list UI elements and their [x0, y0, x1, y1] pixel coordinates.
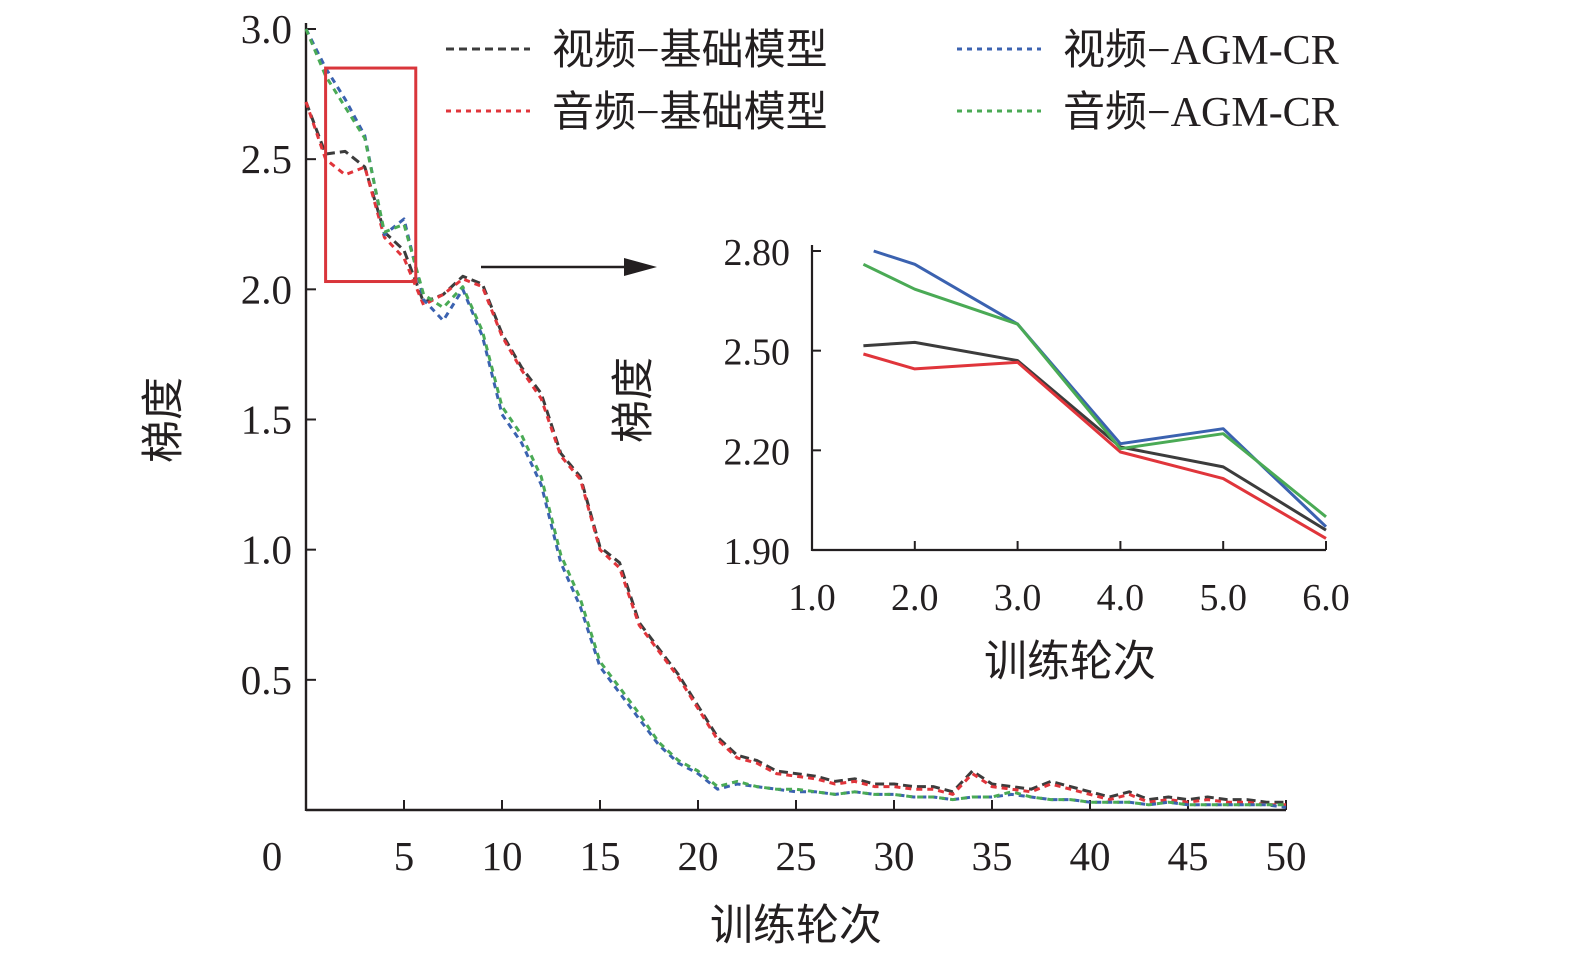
inset-y-tick-label: 2.20 [724, 431, 791, 473]
main-x-tick-label: 10 [482, 833, 523, 879]
main-y-tick-label: 3.0 [241, 6, 292, 52]
main-series-1-line [304, 101, 1286, 807]
main-y-tick-label: 1.5 [241, 397, 292, 443]
main-x-tick-label: 0 [262, 833, 283, 879]
zoom-region-box [324, 66, 418, 284]
main-plot: 0 5 10 15 20 25 30 35 40 45 50 0.5 1.0 1.5 2.0 2.5 3.0 训练… [141, 6, 1307, 950]
legend-label-0: 视频−基础模型 [552, 28, 828, 74]
main-x-axis-label: 训练轮次 [710, 902, 882, 950]
inset-x-tick-label: 1.0 [788, 577, 836, 619]
legend-label-3: 音频−AGM-CR [1063, 89, 1339, 136]
inset-series-3-line [862, 262, 1327, 518]
main-y-axis-label: 梯度 [141, 377, 188, 463]
main-x-tick-label: 5 [394, 833, 415, 879]
inset-y-axis-label: 梯度 [611, 357, 658, 443]
legend: 视频−基础模型 视频−AGM-CR 音频−基础模型 音频−AGM-CR [446, 28, 1339, 136]
zoom-annotation [324, 66, 657, 284]
main-x-tick-label: 30 [874, 833, 915, 879]
main-x-tick-label: 40 [1070, 833, 1111, 879]
inset-x-axis-label: 训练轮次 [984, 638, 1156, 686]
inset-x-tick-label: 3.0 [994, 577, 1042, 619]
inset-y-tick-label: 2.80 [724, 232, 791, 274]
main-y-tick-label: 0.5 [241, 657, 292, 703]
inset-plot: 1.0 2.0 3.0 4.0 5.0 6.0 1.90 2.20 2.50 2.80 训练轮次 梯度 [611, 232, 1350, 686]
main-x-tick-label: 25 [776, 833, 817, 879]
main-series-2-line [304, 28, 1287, 809]
main-x-tick-label: 35 [972, 833, 1013, 879]
legend-label-1: 视频−AGM-CR [1063, 28, 1339, 74]
inset-series-0-line [863, 340, 1327, 532]
main-series-0-line [304, 101, 1286, 804]
main-x-tick-label: 50 [1266, 833, 1307, 879]
inset-x-tick-label: 5.0 [1199, 577, 1247, 619]
main-y-tick-label: 1.0 [241, 527, 292, 573]
main-y-tick-label: 2.5 [241, 136, 292, 182]
inset-y-tick-label: 2.50 [724, 332, 791, 374]
main-x-tick-label: 20 [678, 833, 719, 879]
inset-y-tick-label: 1.90 [724, 531, 791, 573]
inset-x-tick-label: 6.0 [1302, 577, 1350, 619]
legend-label-2: 音频−基础模型 [552, 89, 828, 136]
inset-series-1-line [862, 352, 1327, 540]
main-y-tick-label: 2.0 [241, 266, 292, 312]
main-series-3-line [304, 28, 1286, 807]
main-x-tick-label: 45 [1168, 833, 1209, 879]
inset-x-tick-label: 2.0 [891, 577, 939, 619]
inset-x-tick-label: 4.0 [1097, 577, 1145, 619]
inset-series-2-line [873, 249, 1328, 528]
main-x-tick-label: 15 [580, 833, 621, 879]
zoom-arrow-head [624, 258, 657, 276]
